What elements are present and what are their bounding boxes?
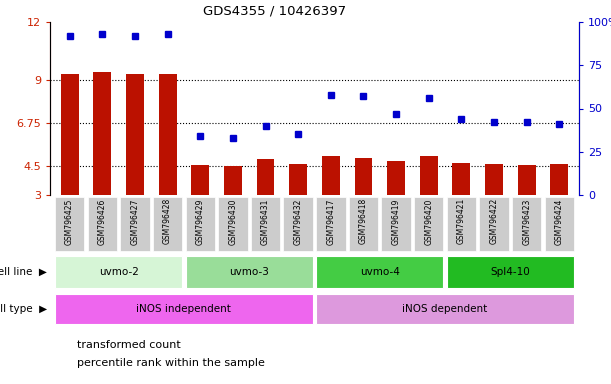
Bar (545, 197, 574, 251)
Bar (485, 164, 503, 195)
Text: iNOS dependent: iNOS dependent (403, 304, 488, 314)
Bar (87, 197, 117, 251)
Bar (186, 256, 313, 288)
Bar (447, 197, 476, 251)
Text: GSM796430: GSM796430 (229, 198, 237, 245)
Text: GDS4355 / 10426397: GDS4355 / 10426397 (203, 5, 346, 18)
Bar (289, 164, 307, 195)
Bar (186, 197, 215, 251)
Bar (354, 157, 373, 195)
Bar (387, 161, 405, 195)
Bar (257, 159, 274, 195)
Text: uvmo-2: uvmo-2 (98, 267, 139, 277)
Bar (316, 294, 574, 324)
Bar (322, 156, 340, 195)
Bar (126, 74, 144, 195)
Text: GSM796424: GSM796424 (555, 198, 564, 245)
Text: cell line  ▶: cell line ▶ (0, 267, 47, 277)
Bar (55, 197, 84, 251)
Text: GSM796421: GSM796421 (457, 198, 466, 245)
Text: uvmo-4: uvmo-4 (360, 267, 400, 277)
Text: GSM796431: GSM796431 (261, 198, 270, 245)
Bar (55, 294, 313, 324)
Bar (159, 74, 177, 195)
Text: GSM796428: GSM796428 (163, 198, 172, 245)
Bar (447, 256, 574, 288)
Text: percentile rank within the sample: percentile rank within the sample (78, 358, 265, 367)
Text: GSM796425: GSM796425 (65, 198, 74, 245)
Bar (480, 197, 509, 251)
Text: transformed count: transformed count (78, 339, 181, 349)
Bar (60, 74, 79, 195)
Bar (420, 156, 437, 195)
Bar (316, 256, 444, 288)
Bar (551, 164, 568, 195)
Bar (224, 166, 242, 195)
Bar (414, 197, 444, 251)
Text: GSM796426: GSM796426 (98, 198, 107, 245)
Text: GSM796423: GSM796423 (522, 198, 531, 245)
Bar (349, 197, 378, 251)
Text: GSM796427: GSM796427 (130, 198, 139, 245)
Bar (153, 197, 182, 251)
Text: GSM796420: GSM796420 (424, 198, 433, 245)
Bar (120, 197, 150, 251)
Bar (512, 197, 541, 251)
Text: cell type  ▶: cell type ▶ (0, 304, 47, 314)
Text: GSM796417: GSM796417 (326, 198, 335, 245)
Text: GSM796418: GSM796418 (359, 198, 368, 245)
Bar (55, 256, 182, 288)
Bar (316, 197, 346, 251)
Text: GSM796419: GSM796419 (392, 198, 401, 245)
Bar (284, 197, 313, 251)
Bar (93, 72, 111, 195)
Bar (518, 165, 536, 195)
Text: Spl4-10: Spl4-10 (491, 267, 530, 277)
Text: GSM796432: GSM796432 (294, 198, 302, 245)
Bar (381, 197, 411, 251)
Text: GSM796429: GSM796429 (196, 198, 205, 245)
Bar (251, 197, 280, 251)
Bar (453, 163, 470, 195)
Bar (191, 165, 209, 195)
Text: iNOS independent: iNOS independent (136, 304, 232, 314)
Text: uvmo-3: uvmo-3 (229, 267, 269, 277)
Text: GSM796422: GSM796422 (489, 198, 499, 245)
Bar (218, 197, 247, 251)
